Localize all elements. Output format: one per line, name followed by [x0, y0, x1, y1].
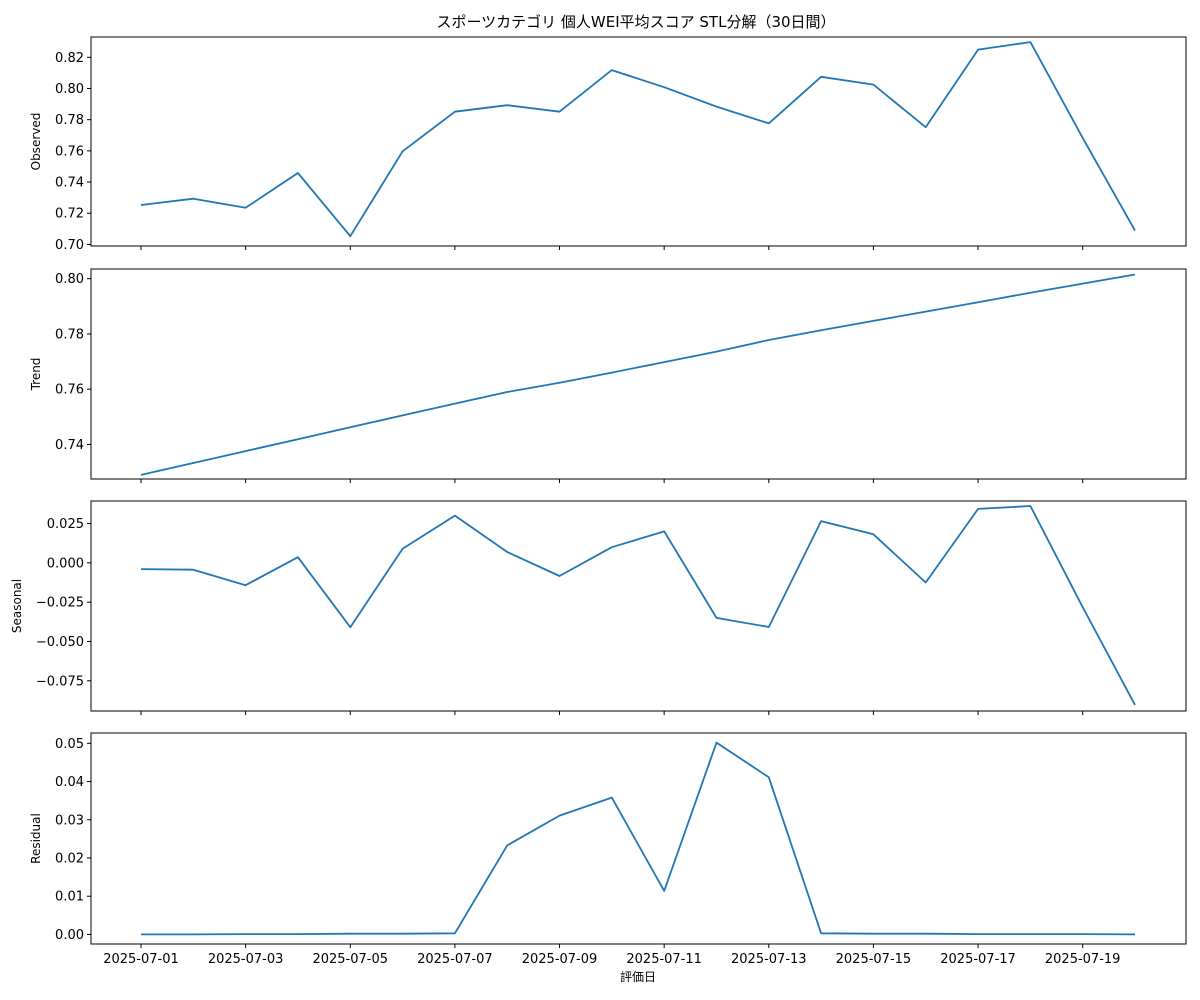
x-tick-label: 2025-07-11: [626, 952, 702, 967]
series-line-trend: [140, 273, 1136, 476]
x-tick-label: 2025-07-17: [940, 952, 1016, 967]
y-axis-label: Seasonal: [10, 579, 24, 633]
y-tick-label: 0.76: [55, 144, 84, 159]
y-tick-label: 0.025: [47, 517, 84, 532]
y-tick-label: 0.04: [55, 775, 84, 790]
panels-group: 0.70 0.72 0.74 0.76 0.78 0.80 0.82 Observed 0.74…: [10, 36, 1187, 967]
x-tick-label: 2025-07-05: [312, 952, 388, 967]
x-tick-label: 2025-07-13: [731, 952, 807, 967]
y-tick-label: 0.02: [55, 851, 84, 866]
y-tick-label: 0.78: [55, 327, 84, 342]
y-tick-label: −0.025: [36, 596, 84, 611]
x-tick-label: 2025-07-09: [522, 952, 598, 967]
y-tick-label: −0.075: [36, 674, 84, 689]
y-tick-label: 0.01: [55, 890, 84, 905]
x-tick-label: 2025-07-03: [208, 952, 284, 967]
y-tick-label: −0.050: [36, 635, 84, 650]
y-axis-label: Trend: [29, 358, 43, 392]
series-line-observed: [140, 41, 1136, 238]
y-tick-label: 0.000: [47, 556, 84, 571]
panel-frame: [90, 268, 1187, 480]
series-line-residual: [141, 741, 1136, 936]
panel-residual: 0.00 0.01 0.02 0.03 0.04 0.05 Residual 2025-07-…: [29, 732, 1187, 967]
y-tick-label: 0.74: [55, 176, 84, 191]
x-tick-label: 2025-07-19: [1045, 952, 1121, 967]
x-tick-label: 2025-07-15: [836, 952, 912, 967]
panel-seasonal: −0.075 −0.050 −0.025 0.000 0.025 Seasonal: [10, 500, 1187, 715]
panel-observed: 0.70 0.72 0.74 0.76 0.78 0.80 0.82 Observed: [29, 36, 1187, 253]
chart-title: スポーツカテゴリ 個人WEI平均スコア STL分解（30日間）: [436, 13, 835, 31]
y-tick-label: 0.80: [55, 272, 84, 287]
y-tick-label: 0.78: [55, 113, 84, 128]
x-axis-label: 評価日: [620, 969, 656, 984]
y-tick-label: 0.00: [55, 928, 84, 943]
y-axis-label: Observed: [29, 113, 43, 171]
y-tick-label: 0.74: [55, 438, 84, 453]
y-tick-label: 0.05: [55, 737, 84, 752]
y-tick-label: 0.82: [55, 51, 84, 66]
panel-frame: [90, 500, 1187, 712]
y-tick-label: 0.80: [55, 82, 84, 97]
panel-frame: [90, 36, 1187, 247]
x-tick-label: 2025-07-01: [103, 952, 179, 967]
panel-frame: [90, 732, 1187, 945]
y-tick-label: 0.03: [55, 813, 84, 828]
y-tick-label: 0.76: [55, 383, 84, 398]
y-tick-label: 0.72: [55, 207, 84, 222]
panel-trend: 0.74 0.76 0.78 0.80 Trend: [29, 268, 1187, 483]
series-line-seasonal: [140, 505, 1136, 706]
x-tick-label: 2025-07-07: [417, 952, 493, 967]
y-axis-label: Residual: [29, 813, 43, 864]
y-tick-label: 0.70: [55, 238, 84, 253]
